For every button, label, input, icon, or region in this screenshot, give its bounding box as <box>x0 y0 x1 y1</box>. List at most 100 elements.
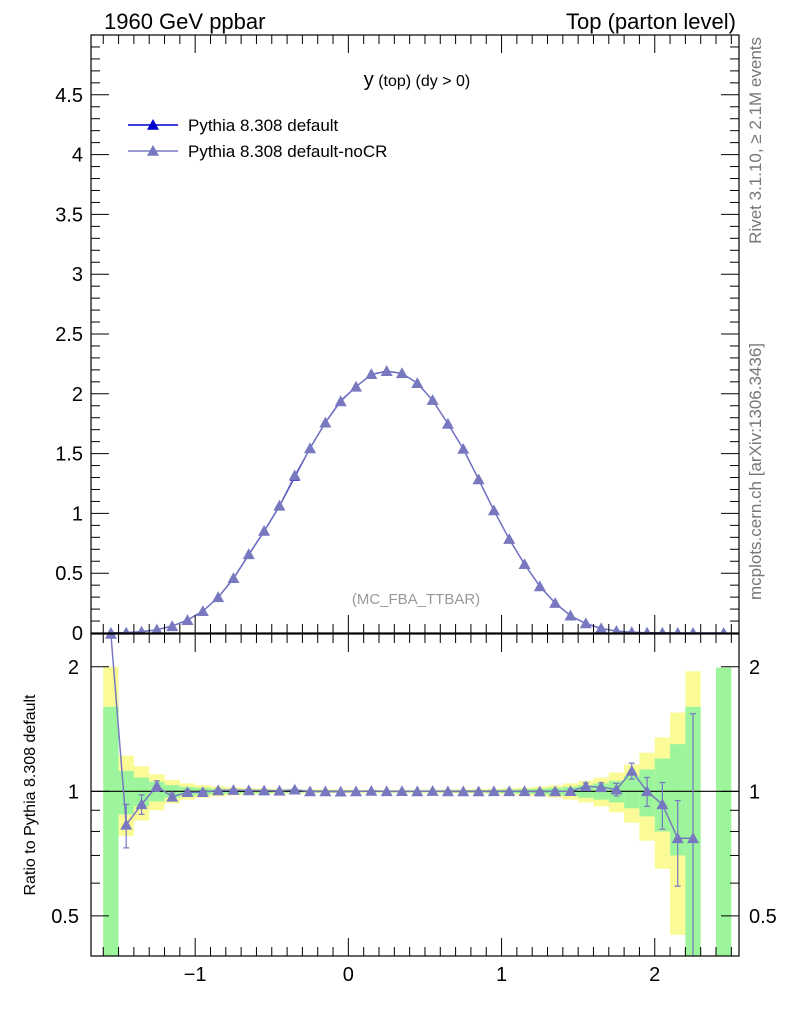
ratio-point <box>365 784 378 796</box>
ratio-point <box>625 764 638 776</box>
point-nocr <box>627 626 636 633</box>
point-nocr <box>472 473 485 485</box>
ratio-y-tick-label: 2 <box>68 657 79 679</box>
y-tick-label: 3 <box>72 264 83 286</box>
ratio-point <box>426 785 439 796</box>
point-nocr <box>674 626 682 633</box>
y-tick-label: 4 <box>72 145 83 167</box>
point-nocr <box>107 626 115 633</box>
ratio-point <box>150 780 163 791</box>
point-nocr <box>137 625 146 633</box>
point-nocr <box>659 626 666 633</box>
point-nocr <box>689 626 697 633</box>
ratio-point <box>656 798 669 810</box>
ratio-point <box>411 785 424 797</box>
point-nocr <box>258 524 271 536</box>
x-tick-label: −1 <box>184 964 207 986</box>
ratio-point <box>227 784 240 795</box>
ratio-point <box>518 785 531 797</box>
point-nocr <box>395 367 408 379</box>
ratio-y-tick-label: 0.5 <box>51 906 79 928</box>
ratio-point <box>135 798 148 810</box>
plot-title-sub: (top) (dy > 0) <box>374 73 470 90</box>
point-nocr <box>227 572 240 583</box>
ratio-x-axis: −1 0 1 2 <box>102 634 732 986</box>
ratio-point <box>104 634 117 639</box>
ratio-y-tick-label-right: 0.5 <box>749 906 777 928</box>
ratio-point <box>304 785 317 797</box>
point-nocr <box>487 504 500 516</box>
ratio-point <box>610 783 623 795</box>
ratio-point <box>380 785 393 797</box>
band-green <box>716 667 732 956</box>
legend-marker <box>147 145 159 156</box>
y-tick-label: 2.5 <box>55 324 83 346</box>
ratio-point <box>472 785 485 797</box>
rivet-label: Rivet 3.1.10, ≥ 2.1M events <box>746 37 765 244</box>
watermark-label: (MC_FBA_TTBAR) <box>352 591 480 608</box>
ratio-y-axis: 0.5 0.5 1 1 2 2 <box>51 657 777 928</box>
legend: Pythia 8.308 default Pythia 8.308 default… <box>128 116 387 161</box>
plot-title: y (top) (dy > 0) <box>364 69 470 91</box>
ratio-point <box>319 785 332 797</box>
ratio-point <box>334 785 347 797</box>
ratio-point <box>258 784 271 796</box>
point-nocr <box>122 626 130 633</box>
ratio-panel: 0.5 0.5 1 1 2 2 −1 0 1 2 Ratio to Pythia 8.308 d… <box>22 633 777 986</box>
ratio-series-line <box>110 634 694 840</box>
main-panel: 0 0.5 1 1.5 2 2.5 3 3.5 4 4.5 y (top) (dy > 0) (M… <box>55 34 740 645</box>
mcplots-label: mcplots.cern.ch [arXiv:1306.3436] <box>746 343 765 600</box>
point-nocr <box>380 365 393 376</box>
ratio-point <box>212 784 225 796</box>
point-nocr <box>533 580 546 592</box>
ratio-point <box>564 785 577 797</box>
y-tick-label: 2 <box>72 384 83 406</box>
ratio-point <box>196 786 209 798</box>
band-green <box>624 775 640 809</box>
point-nocr <box>595 622 608 633</box>
ratio-point <box>671 832 684 844</box>
point-nocr <box>643 626 651 633</box>
ratio-point <box>595 781 608 792</box>
ratio-point <box>350 785 363 797</box>
point-nocr <box>196 605 209 617</box>
y-tick-label: 4.5 <box>55 85 83 107</box>
ratio-point <box>441 785 454 797</box>
main-y-axis: 0 0.5 1 1.5 2 2.5 3 3.5 4 4.5 <box>55 46 739 645</box>
point-nocr <box>304 442 317 454</box>
ratio-point <box>181 786 194 798</box>
x-tick-label: 2 <box>649 964 660 986</box>
point-nocr <box>612 625 621 633</box>
ratio-point <box>395 785 408 797</box>
point-nocr <box>151 623 163 633</box>
header-left-label: 1960 GeV ppbar <box>104 9 265 34</box>
point-nocr <box>518 558 531 570</box>
point-nocr <box>242 548 255 560</box>
y-tick-label: 1.5 <box>55 444 83 466</box>
ratio-frame <box>90 633 740 957</box>
ratio-point <box>120 818 133 830</box>
ratio-point <box>641 785 654 797</box>
y-tick-label: 1 <box>72 503 83 525</box>
point-nocr <box>441 417 454 429</box>
point-nocr <box>273 499 286 511</box>
point-nocr <box>503 533 516 544</box>
ratio-bands-layer <box>103 666 732 956</box>
main-x-ticks <box>102 35 732 633</box>
ratio-point <box>533 785 546 797</box>
ratio-series-layer <box>104 634 700 956</box>
y-tick-label: 0.5 <box>55 563 83 585</box>
point-nocr <box>457 442 470 454</box>
point-nocr <box>426 394 439 405</box>
point-nocr <box>288 469 301 481</box>
point-nocr <box>212 591 225 603</box>
ratio-point <box>166 790 179 802</box>
ratio-point <box>457 785 470 797</box>
band-green <box>103 706 119 956</box>
ratio-y-tick-label: 1 <box>68 781 79 803</box>
y-tick-label: 0 <box>72 623 83 645</box>
header-right-label: Top (parton level) <box>566 9 736 34</box>
x-tick-label: 1 <box>496 964 507 986</box>
band-green <box>670 744 686 856</box>
y-tick-label: 3.5 <box>55 204 83 226</box>
